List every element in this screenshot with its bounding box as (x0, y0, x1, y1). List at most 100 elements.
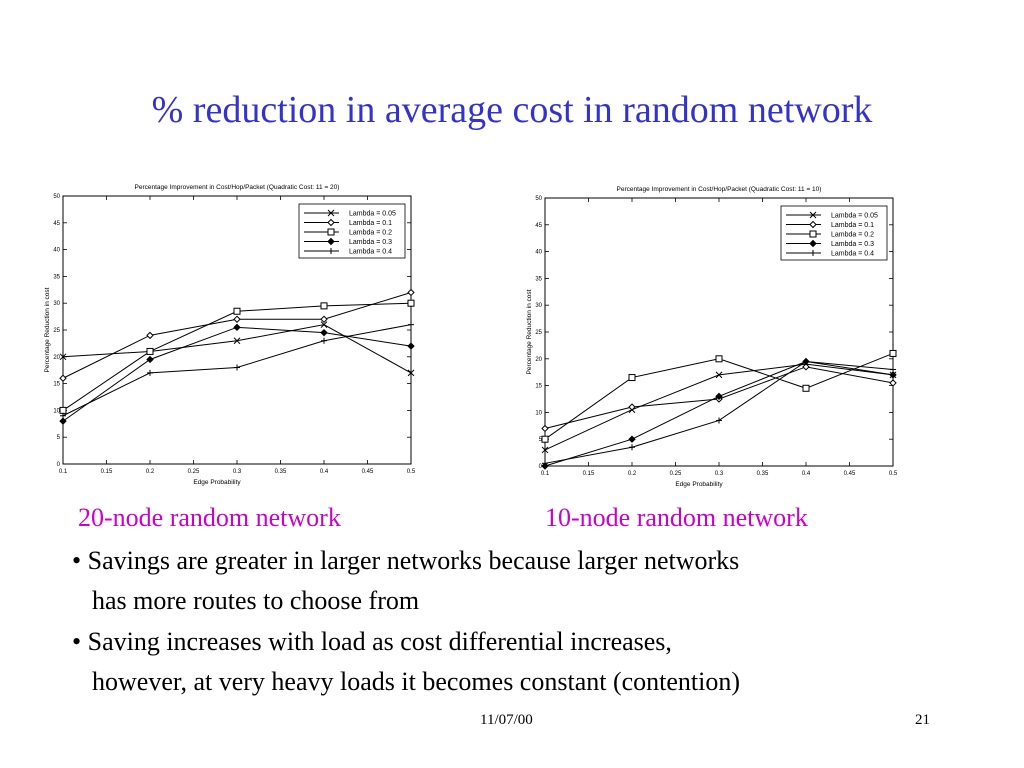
left-chart-legend-label: Lambda = 0.3 (349, 239, 392, 246)
left-chart-series-2-point (59, 374, 67, 382)
bullet-2: • Saving increases with load as cost dif… (72, 622, 972, 702)
left-chart-legend-label: Lambda = 0.05 (349, 211, 396, 218)
right-chart-series-3-point (541, 435, 549, 443)
right-chart-xtick-label: 0.3 (715, 471, 724, 477)
left-chart-xtick-label: 0.25 (188, 469, 200, 475)
left-chart-series-3-point (233, 307, 241, 315)
left-chart-series-5-point (321, 337, 327, 344)
bullet-2-line-2: however, at very heavy loads it becomes … (92, 667, 741, 696)
left-chart-series-4-point (59, 417, 67, 425)
caption-20-node: 20-node random network (78, 503, 341, 532)
slide-title: % reduction in average cost in random ne… (151, 89, 873, 131)
right-chart-series-2-point (628, 403, 636, 411)
page-number: 21 (915, 712, 930, 728)
right-chart-xtick-label: 0.4 (802, 471, 811, 477)
right-chart-ytick-label: 30 (535, 303, 542, 309)
right-chart-xtick-label: 0.5 (889, 471, 898, 477)
right-chart-legend-marker (809, 239, 817, 248)
right-chart-series-3-point (802, 384, 810, 392)
left-chart-ytick-label: 15 (53, 382, 60, 388)
left-chart-ylabel: Percentage Reduction in cost (44, 287, 51, 372)
right-chart-legend-label: Lambda = 0.05 (831, 213, 878, 220)
chart-10-node: Percentage Improvement in Cost/Hop/Packe… (520, 180, 910, 490)
left-chart-legend-marker (327, 228, 335, 236)
right-chart-series-1-point (715, 371, 723, 379)
bullet-1-line-1: • Savings are greater in larger networks… (72, 546, 740, 575)
right-chart-series-2-point (802, 363, 810, 371)
right-chart-ytick-label: 0 (539, 464, 543, 470)
left-chart-series-3-point (146, 347, 154, 355)
left-chart-title: Percentage Improvement in Cost/Hop/Packe… (135, 184, 340, 191)
right-chart-ytick-label: 5 (539, 437, 543, 443)
left-chart-ytick-label: 40 (53, 248, 60, 254)
left-chart-legend-marker (328, 248, 334, 254)
right-chart-series-5-point (890, 366, 896, 373)
chart-20-node-svg: Percentage Improvement in Cost/Hop/Packe… (44, 184, 416, 486)
right-chart-ytick-label: 25 (535, 330, 542, 336)
right-chart-series-5-point (803, 358, 809, 365)
left-chart-xtick-label: 0.35 (275, 469, 287, 475)
right-chart-ytick-label: 45 (535, 223, 542, 229)
right-chart-xtick-label: 0.2 (628, 471, 637, 477)
left-chart-ytick-label: 25 (53, 328, 60, 334)
left-chart-ytick-label: 5 (57, 435, 61, 441)
right-chart-title: Percentage Improvement in Cost/Hop/Packe… (617, 186, 822, 193)
left-chart-series-2-point (146, 331, 154, 340)
right-chart-xtick-label: 0.45 (844, 471, 856, 477)
right-chart-ylabel: Percentage Reduction in cost (526, 289, 533, 374)
left-chart-ytick-label: 20 (53, 355, 60, 361)
left-chart-series-4-point (407, 342, 415, 350)
left-chart-legend-label: Lambda = 0.2 (349, 230, 392, 237)
left-chart-series-2-point (233, 315, 241, 323)
bullet-1: • Savings are greater in larger networks… (72, 541, 972, 621)
left-chart-series-5-point (234, 364, 240, 371)
left-chart-legend-marker (327, 237, 335, 246)
left-chart-series-1-point (59, 353, 67, 361)
left-chart-series-2-point (407, 288, 415, 297)
left-chart-legend-label: Lambda = 0.4 (349, 249, 392, 256)
left-chart-series-5-point (147, 369, 153, 376)
right-chart-xtick-label: 0.25 (670, 471, 682, 477)
right-chart-ytick-label: 40 (535, 250, 542, 256)
left-chart-ytick-label: 50 (53, 194, 60, 200)
right-chart-legend-marker (809, 220, 817, 229)
right-chart-legend-marker (809, 230, 817, 238)
right-chart-legend (780, 205, 888, 261)
left-chart-legend-label: Lambda = 0.1 (349, 220, 392, 227)
left-chart-xtick-label: 0.5 (407, 469, 416, 475)
right-chart-series-4-point (715, 392, 723, 401)
left-chart-series-1-point (233, 337, 241, 345)
left-chart-series-3-point (407, 299, 415, 307)
right-chart-xtick-label: 0.35 (757, 471, 769, 477)
left-chart-series-3-point (59, 406, 67, 414)
left-chart-xlabel: Edge Probability (193, 479, 241, 486)
right-chart-legend-label: Lambda = 0.1 (831, 222, 874, 229)
caption-10-node: 10-node random network (545, 503, 808, 532)
right-chart-series-2-point (541, 424, 549, 433)
left-chart-ytick-label: 10 (53, 408, 60, 414)
left-chart-ytick-label: 35 (53, 274, 60, 280)
right-chart-series-5-point (629, 444, 635, 451)
left-chart-series-4-point (320, 328, 328, 337)
right-chart-series-1-point (541, 446, 549, 454)
left-chart-series-2-point (320, 315, 328, 323)
footer-date: 11/07/00 (480, 712, 533, 728)
left-chart-series-1-point (320, 321, 328, 328)
right-chart-xlabel: Edge Probability (675, 481, 723, 488)
right-chart-ytick-label: 10 (535, 410, 542, 416)
right-chart-ytick-label: 20 (535, 357, 542, 363)
chart-10-node-svg: Percentage Improvement in Cost/Hop/Packe… (526, 186, 898, 488)
left-chart-xtick-label: 0.15 (101, 469, 113, 475)
right-chart-legend-label: Lambda = 0.3 (831, 241, 874, 248)
right-chart-xtick-label: 0.1 (541, 471, 550, 477)
bullet-1-line-2: has more routes to choose from (92, 586, 420, 615)
left-chart-ytick-label: 45 (53, 221, 60, 227)
left-chart-legend-marker (327, 218, 335, 227)
right-chart-legend-marker (809, 211, 817, 219)
left-chart-series-4-point (233, 323, 241, 332)
left-chart-series-4-point (146, 355, 154, 364)
left-chart-xtick-label: 0.2 (146, 469, 155, 475)
bullet-2-line-1: • Saving increases with load as cost dif… (72, 627, 672, 656)
right-chart-legend-marker (810, 250, 816, 256)
left-chart-xtick-label: 0.45 (362, 469, 374, 475)
